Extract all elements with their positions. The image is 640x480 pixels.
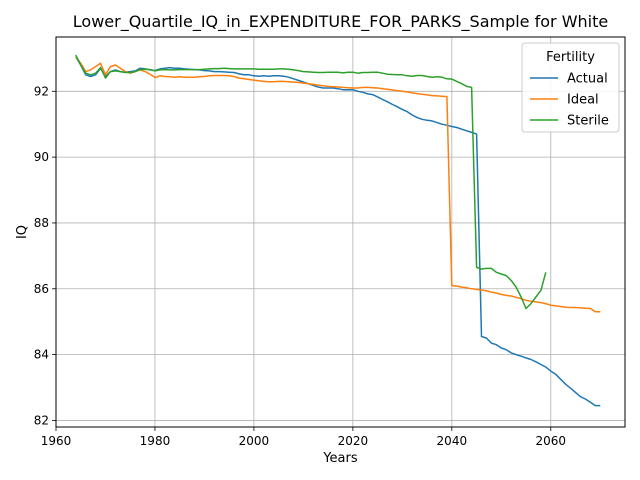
x-tick-label: 2000 xyxy=(239,434,270,448)
legend-title: Fertility xyxy=(546,50,595,65)
series-lines xyxy=(75,54,601,407)
plot-area-frame xyxy=(55,36,626,428)
x-tick-label: 2020 xyxy=(338,434,369,448)
series-line-ideal xyxy=(75,56,601,313)
x-tick-label: 2060 xyxy=(536,434,567,448)
legend-label-actual: Actual xyxy=(567,72,608,87)
x-tick-label: 1980 xyxy=(140,434,171,448)
y-tick-label: 88 xyxy=(34,216,49,230)
legend-label-sterile: Sterile xyxy=(567,114,609,129)
y-tick-label: 86 xyxy=(34,282,49,296)
x-tick-label: 2040 xyxy=(437,434,468,448)
legend-box xyxy=(521,42,620,133)
y-axis-label: IQ xyxy=(15,225,30,239)
chart-title: Lower_Quartile_IQ_in_EXPENDITURE_FOR_PAR… xyxy=(73,12,608,32)
axis-ticks: 1960 1980 2000 2020 2040 2060 82 84 86 88 90 92 xyxy=(34,84,566,448)
grid xyxy=(55,37,625,427)
y-tick-label: 92 xyxy=(34,84,49,98)
x-tick-label: 1960 xyxy=(41,434,72,448)
x-axis-label: Years xyxy=(322,451,358,466)
y-tick-label: 90 xyxy=(34,150,49,164)
legend-entries: Actual Ideal Sterile xyxy=(530,72,609,129)
y-tick-label: 84 xyxy=(34,348,49,362)
legend: Fertility Actual Ideal Sterile xyxy=(521,42,620,133)
y-tick-label: 82 xyxy=(34,413,49,427)
series-line-actual xyxy=(75,56,601,407)
legend-label-ideal: Ideal xyxy=(567,93,599,108)
series-line-sterile xyxy=(75,54,547,310)
